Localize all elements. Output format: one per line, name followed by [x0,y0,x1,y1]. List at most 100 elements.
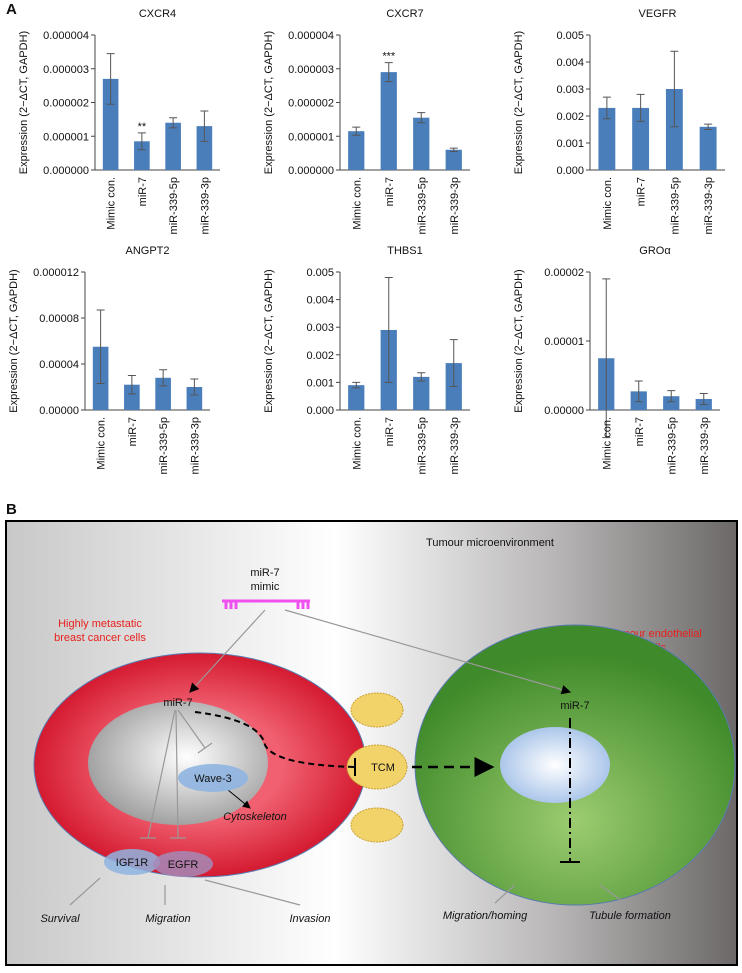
mir7-label: miR-7 [163,697,192,709]
y-tick-label: 0.000000 [288,165,334,177]
error-bar [352,381,361,389]
bar [413,376,430,410]
x-tick-label: Mimic con. [601,417,613,470]
y-axis-label: Expression (2−ΔCT, GAPDH) [513,31,525,174]
bar [165,122,181,170]
bar [665,89,683,170]
x-tick-label: Mimic con. [351,417,363,470]
panel-label: B [6,501,17,518]
y-axis-label: Expression (2−ΔCT, GAPDH) [263,269,275,412]
mimic-label: miR-7 [250,567,279,579]
y-tick-label: 0.000012 [33,267,79,279]
error-bar [699,392,708,405]
error-bar [127,375,136,395]
error-bar [449,147,458,152]
y-tick-label: 0.001 [556,138,584,150]
y-tick-label: 0.003 [306,322,334,334]
error-bar [417,372,426,382]
bar [445,149,462,170]
connectors [69,609,626,906]
x-tick-label: miR-7 [636,177,648,206]
x-tick-label: miR-7 [127,417,139,446]
y-tick-label: 0.000 [556,165,584,177]
error-bar [137,132,146,151]
error-bar [96,309,105,385]
error-bar [417,112,426,124]
x-tick-label: miR-339-5p [416,177,428,234]
cytoskeleton-label: Cytoskeleton [223,811,287,823]
arrow [227,789,251,809]
y-tick-label: 0.002 [306,350,334,362]
bar [186,387,203,410]
arrow [194,711,356,768]
outcome-label: Tubule formation [589,910,671,922]
protein [153,851,213,877]
y-tick-label: 0.000002 [288,98,334,110]
y-axis-label: Expression (2−ΔCT, GAPDH) [513,269,525,412]
y-tick-label: 0.00001 [544,336,584,348]
bar [124,384,140,410]
error-bar [602,96,611,120]
x-tick-label: Mimic con. [602,177,614,230]
y-tick-label: 0.002 [556,111,584,123]
x-tick-label: miR-7 [634,417,646,446]
y-tick-label: 0.000001 [288,131,334,143]
x-tick-label: Mimic con. [96,417,108,470]
x-tick-label: miR-7 [384,177,396,206]
y-tick-label: 0.000001 [43,131,89,143]
error-bar [704,123,713,130]
bar [348,385,365,410]
x-tick-label: miR-7 [137,177,149,206]
tcm-label: TCM [371,762,395,774]
bar [699,126,717,170]
y-axis-label: Expression (2−ΔCT, GAPDH) [263,31,275,174]
y-tick-label: 0.003 [556,84,584,96]
mimic-icon [222,599,310,609]
error-bar [602,278,611,439]
outcome-label: Migration/homing [443,910,528,922]
protein [104,849,160,875]
egfr-label: EGFR [168,859,199,871]
chart-title: VEGFR [639,8,677,20]
nucleus [88,701,268,825]
error-bar [667,390,676,403]
y-tick-label: 0.00000 [39,405,79,417]
y-tick-label: 0.000000 [43,165,89,177]
error-bar [384,62,393,83]
error-bar [670,50,679,128]
outcome-label: Migration [145,913,190,925]
diagram: B Tumour microenvironment miR-7 mimic Hi… [5,501,738,966]
y-tick-label: 0.00008 [39,313,79,325]
wave3-label: Wave-3 [194,773,232,785]
charts: CXCR4 Expression (2−ΔCT, GAPDH) 0.000000 0.… [8,8,725,474]
bar [632,107,650,170]
x-tick-label: miR-339-5p [158,417,170,474]
y-tick-label: 0.00000 [544,405,584,417]
bar [134,141,150,170]
y-tick-label: 0.000002 [43,98,89,110]
environment-label: Tumour microenvironment [426,537,554,549]
bar [380,72,397,170]
error-bar [169,117,178,129]
bar [196,126,213,170]
mir7-label: miR-7 [560,700,589,712]
chart-title: GROα [639,245,671,257]
y-tick-label: 0.00002 [544,267,584,279]
x-tick-label: miR-339-3p [189,417,201,474]
error-bar [106,53,115,105]
error-bar [449,339,458,388]
x-tick-label: miR-339-5p [669,177,681,234]
x-tick-label: miR-339-3p [703,177,715,234]
significance: ** [138,121,147,133]
y-axis-label: Expression (2−ΔCT, GAPDH) [18,31,30,174]
cell-label: Highly metastatic [58,618,142,630]
chart-title: THBS1 [387,245,422,257]
y-tick-label: 0.000004 [288,30,334,42]
y-tick-label: 0.000004 [43,30,89,42]
y-tick-label: 0.004 [556,57,584,69]
error-bar [190,378,199,396]
nucleus [500,727,610,803]
bar [348,131,365,170]
bar [102,78,119,170]
